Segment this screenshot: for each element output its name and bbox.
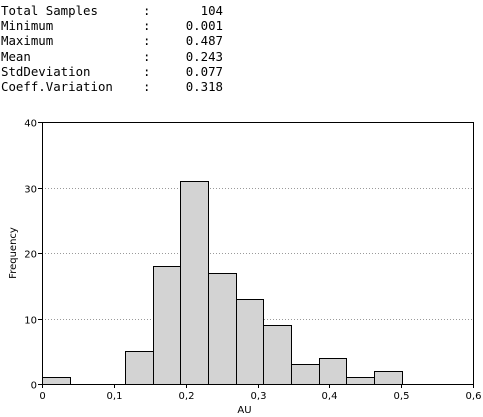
y-tick-label: 0 (31, 381, 37, 392)
axis-ticks: 0 0,1 0,2 0,3 0,4 0,5 0,6 0 10 20 30 40 (24, 119, 481, 403)
stat-label: Maximum (1, 33, 54, 49)
histogram-bar (291, 364, 320, 385)
y-tick-label: 20 (24, 250, 37, 261)
stat-separator: : (143, 18, 151, 34)
stat-separator: : (143, 63, 151, 79)
stat-separator: : (143, 3, 151, 18)
x-tick-label: 0 (39, 391, 45, 402)
y-tick-label: 10 (24, 316, 37, 327)
x-tick-label: 0,3 (251, 391, 267, 402)
stat-row-maximum: Maximum : 0.487 (1, 33, 223, 48)
x-tick-label: 0,1 (107, 391, 123, 402)
stat-value: 0.001 (185, 18, 223, 34)
summary-statistics: Total Samples : 104 Minimum : 0.001 Maxi… (1, 3, 223, 94)
histogram-bar (263, 325, 292, 385)
y-axis-label: Frequency (8, 227, 19, 279)
x-tick-label: 0,2 (179, 391, 195, 402)
histogram-bar (236, 299, 264, 385)
stat-label: Coeff.Variation (1, 78, 113, 94)
stat-value: 0.318 (185, 78, 223, 94)
stat-separator: : (143, 78, 151, 94)
stat-label: Total Samples (1, 3, 98, 18)
histogram-bar (125, 351, 154, 385)
histogram-bar (153, 266, 181, 385)
histogram-bar (374, 371, 403, 385)
stat-value: 0.077 (185, 63, 223, 79)
stat-label: Minimum (1, 18, 54, 34)
stat-row-coeff-variation: Coeff.Variation : 0.318 (1, 79, 223, 94)
stat-separator: : (143, 48, 151, 64)
stat-separator: : (143, 33, 151, 49)
histogram-bar (42, 377, 71, 385)
histogram-bars (42, 181, 403, 385)
stat-row-mean: Mean : 0.243 (1, 48, 223, 64)
stat-row-minimum: Minimum : 0.001 (1, 18, 223, 33)
histogram-bar (180, 181, 209, 385)
stat-value: 104 (200, 3, 223, 18)
y-tick-label: 40 (24, 119, 37, 130)
stat-label: Mean (1, 48, 31, 64)
stat-row-total-samples: Total Samples : 104 (1, 3, 223, 18)
stat-value: 0.243 (185, 48, 223, 64)
histogram-bar (346, 377, 375, 385)
stat-row-stddeviation: StdDeviation : 0.077 (1, 64, 223, 79)
x-tick-label: 0,5 (394, 391, 410, 402)
stat-label: StdDeviation (1, 63, 91, 79)
histogram-bar (319, 358, 347, 385)
x-tick-label: 0,6 (466, 391, 482, 402)
y-tick-label: 30 (24, 185, 37, 196)
stat-value: 0.487 (185, 33, 223, 49)
histogram-bar (208, 273, 237, 385)
x-axis-label: AU (237, 405, 251, 416)
x-tick-label: 0,4 (322, 391, 338, 402)
